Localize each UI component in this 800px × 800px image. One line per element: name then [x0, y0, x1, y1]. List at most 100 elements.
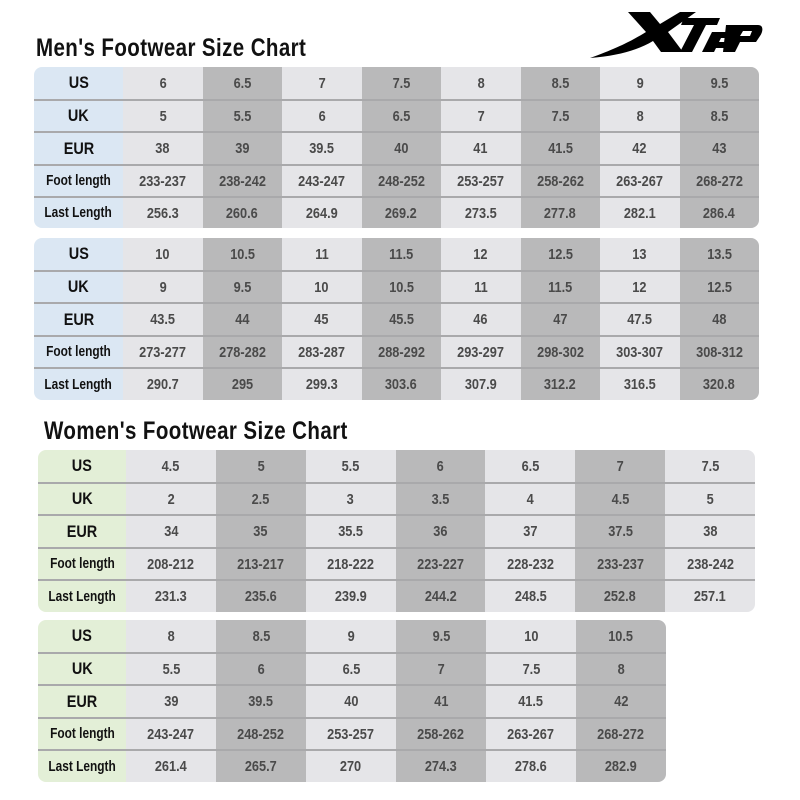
- row-header: Foot length: [38, 719, 126, 751]
- size-value: 303.6: [385, 376, 418, 393]
- size-cell: 5.5: [202, 101, 282, 133]
- size-cell: 7: [575, 450, 666, 484]
- size-value: 39: [235, 140, 250, 157]
- size-value: 9.5: [432, 627, 450, 645]
- size-cell: 303.6: [361, 369, 441, 400]
- size-cell: 257.1: [665, 581, 755, 612]
- size-value: 5: [706, 490, 714, 508]
- size-cell: 35: [215, 516, 306, 549]
- size-value: 36: [433, 523, 448, 540]
- size-value: 8: [617, 660, 625, 678]
- row-header: UK: [38, 484, 126, 516]
- row-header: US: [38, 620, 126, 654]
- size-cell: 9.5: [202, 272, 282, 304]
- size-value: 6.5: [233, 74, 252, 92]
- row-header-label: US: [68, 73, 89, 92]
- men-size-chart-title: Men's Footwear Size Chart: [36, 34, 307, 62]
- size-value: 13.5: [706, 245, 732, 263]
- size-cell: 4.5: [575, 484, 666, 516]
- size-cell: 36: [395, 516, 486, 549]
- size-cell: 3.5: [395, 484, 486, 516]
- size-cell: 258-262: [396, 719, 486, 751]
- row-header-label: US: [71, 626, 93, 645]
- size-value: 303-307: [616, 343, 664, 361]
- row-header-label: Foot length: [49, 556, 115, 572]
- size-value: 256.3: [146, 204, 179, 222]
- size-cell: 6.5: [485, 450, 576, 484]
- size-value: 7: [477, 107, 485, 125]
- size-value: 243-247: [298, 172, 346, 190]
- size-value: 41.5: [518, 693, 544, 710]
- size-cell: 7.5: [520, 101, 600, 133]
- size-cell: 35.5: [305, 516, 396, 549]
- size-value: 5.5: [162, 660, 180, 678]
- size-cell: 269.2: [361, 198, 441, 228]
- row-header-label: EUR: [63, 138, 94, 158]
- size-cell: 244.2: [395, 581, 486, 612]
- size-cell: 41.5: [486, 686, 576, 719]
- size-cell: 5.5: [126, 654, 216, 686]
- size-cell: 273.5: [441, 198, 521, 228]
- row-header: UK: [38, 654, 126, 686]
- size-value: 47: [553, 311, 568, 328]
- size-cell: 46: [441, 304, 521, 337]
- size-value: 10.5: [388, 278, 414, 296]
- size-cell: 6: [123, 67, 203, 101]
- size-cell: 312.2: [520, 369, 600, 400]
- size-value: 282.1: [623, 204, 656, 222]
- size-value: 7: [437, 660, 445, 678]
- row-header-label: Last Length: [48, 758, 116, 775]
- row-header: Foot length: [38, 549, 126, 581]
- size-cell: 270: [306, 751, 396, 782]
- size-value: 8.5: [710, 107, 729, 125]
- size-cell: 6.5: [306, 654, 396, 686]
- size-cell: 47.5: [600, 304, 680, 337]
- size-cell: 7.5: [361, 67, 441, 101]
- size-cell: 11.5: [361, 238, 441, 272]
- size-value: 39: [163, 693, 179, 710]
- size-cell: 11: [441, 272, 521, 304]
- size-cell: 253-257: [441, 166, 521, 198]
- row-header: US: [34, 238, 123, 272]
- size-cell: 38: [123, 133, 203, 166]
- size-value: 5.5: [233, 107, 252, 125]
- size-value: 11: [315, 245, 329, 263]
- size-value: 47.5: [627, 311, 653, 328]
- size-cell: 4: [485, 484, 576, 516]
- size-cell: 290.7: [123, 369, 203, 400]
- size-cell: 6: [395, 450, 486, 484]
- size-value: 8: [636, 107, 644, 125]
- size-cell: 2: [126, 484, 216, 516]
- size-value: 12.5: [547, 245, 573, 263]
- size-value: 39.5: [309, 140, 335, 157]
- size-cell: 233-237: [575, 549, 666, 581]
- size-value: 277.8: [544, 204, 577, 222]
- size-cell: 235.6: [215, 581, 306, 612]
- size-value: 35.5: [338, 523, 364, 540]
- row-header-label: UK: [71, 659, 93, 678]
- size-cell: 10: [123, 238, 203, 272]
- size-value: 10: [155, 245, 170, 263]
- size-value: 253-257: [457, 172, 505, 190]
- size-cell: 48: [679, 304, 759, 337]
- size-value: 258-262: [536, 172, 584, 190]
- size-value: 298-302: [536, 343, 584, 361]
- size-cell: 299.3: [282, 369, 362, 400]
- size-value: 273.5: [464, 204, 497, 222]
- size-cell: 6.5: [361, 101, 441, 133]
- size-value: 218-222: [327, 555, 375, 573]
- size-value: 243-247: [147, 725, 195, 743]
- size-value: 3.5: [431, 490, 450, 508]
- size-cell: 7.5: [486, 654, 576, 686]
- size-cell: 39.5: [216, 686, 306, 719]
- size-value: 40: [343, 693, 359, 710]
- size-cell: 268-272: [679, 166, 759, 198]
- size-value: 38: [702, 523, 718, 540]
- size-value: 9: [159, 278, 167, 296]
- size-value: 248-252: [377, 172, 425, 190]
- size-value: 7: [318, 74, 326, 92]
- size-value: 41: [473, 140, 488, 157]
- size-cell: 293-297: [441, 337, 521, 369]
- size-cell: 13.5: [679, 238, 759, 272]
- row-header-label: Foot length: [46, 173, 111, 189]
